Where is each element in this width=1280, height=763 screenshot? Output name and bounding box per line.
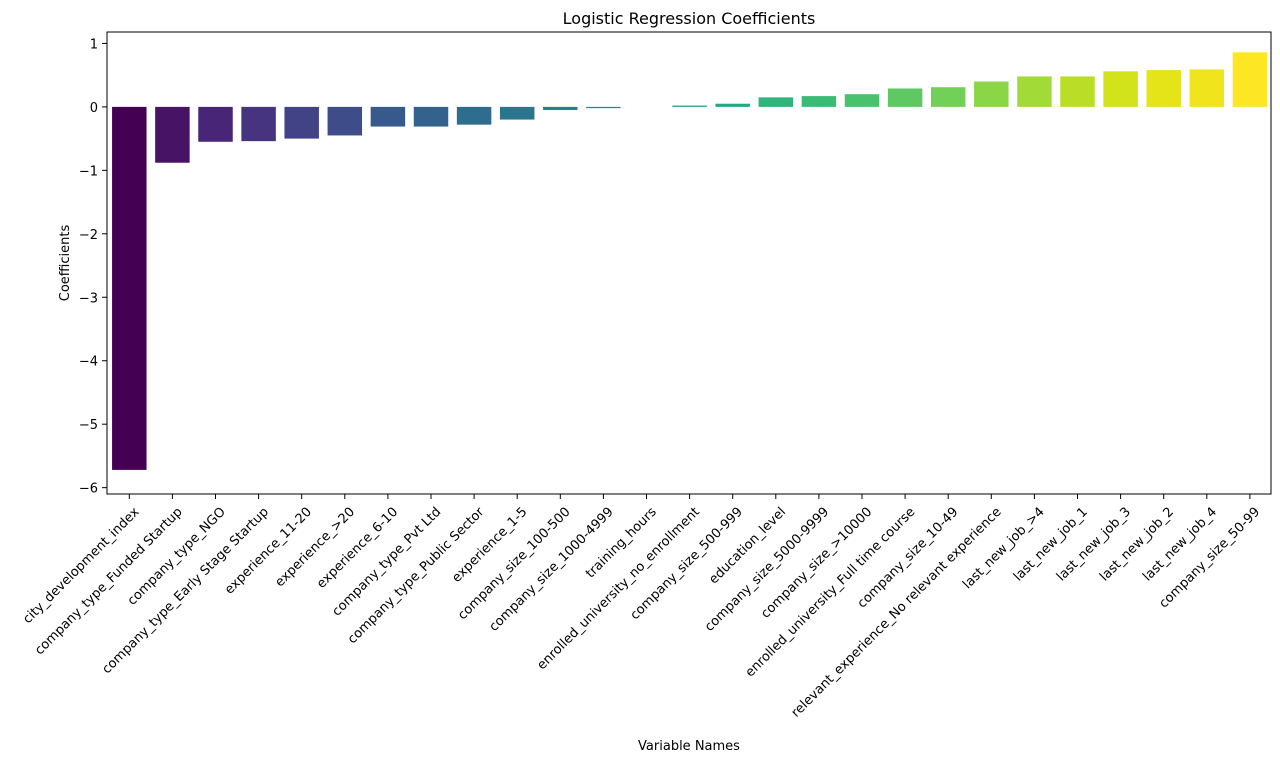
- bar: [758, 97, 794, 107]
- bar: [370, 106, 406, 127]
- bar: [586, 106, 621, 109]
- y-tick-label: −5: [79, 418, 98, 433]
- bar: [844, 94, 880, 107]
- x-tick-label: last_new_job_>4: [960, 505, 1048, 593]
- x-axis: city_development_indexcompany_type_Funde…: [20, 494, 1263, 721]
- bar: [1232, 52, 1268, 107]
- x-axis-title: Variable Names: [638, 739, 740, 754]
- x-tick-label: last_new_job_2: [1097, 505, 1177, 585]
- y-tick-label: −3: [79, 291, 98, 306]
- y-tick-label: −1: [79, 164, 98, 179]
- y-tick-label: −6: [79, 482, 98, 497]
- y-tick-label: 0: [90, 101, 98, 116]
- bar: [155, 106, 190, 163]
- y-axis: 1 0 −1 −2 −3 −4 −5 −6: [79, 37, 107, 497]
- x-tick-label: last_new_job_4: [1140, 505, 1220, 585]
- bar: [456, 106, 492, 125]
- x-tick-label: last_new_job_1: [1011, 505, 1091, 585]
- y-axis-title: Coefficients: [58, 225, 73, 302]
- bar: [715, 103, 750, 107]
- bar: [241, 106, 276, 142]
- x-tick-label: last_new_job_3: [1054, 505, 1134, 585]
- bar: [1189, 69, 1225, 107]
- bar: [1060, 76, 1095, 107]
- bar: [1146, 70, 1181, 107]
- y-tick-label: −4: [79, 355, 98, 370]
- y-tick-label: −2: [79, 228, 98, 243]
- y-tick-label: 1: [90, 37, 98, 52]
- bars-layer: [112, 52, 1268, 470]
- plot-frame: [106, 31, 1272, 495]
- bar: [112, 106, 147, 470]
- bar: [672, 105, 707, 107]
- bar: [198, 106, 233, 142]
- chart-title: Logistic Regression Coefficients: [563, 9, 816, 28]
- x-tick-label: experience_6-10: [314, 505, 401, 592]
- bar: [974, 81, 1009, 107]
- bar: [887, 88, 923, 107]
- bar: [1103, 71, 1138, 107]
- bar: [284, 106, 319, 139]
- bar: [1017, 76, 1052, 107]
- bar: [499, 106, 535, 120]
- x-tick-label: education_level: [706, 505, 789, 588]
- x-tick-label: enrolled_university_no_enrollment: [534, 505, 702, 673]
- bar: [543, 106, 578, 111]
- x-tick-label: experience_>20: [273, 505, 359, 591]
- bar: [413, 106, 449, 127]
- bar: [327, 106, 363, 136]
- x-tick-label: relevant_experience_No relevant experien…: [789, 505, 1005, 721]
- bar: [930, 87, 966, 107]
- x-tick-label: experience_1-5: [449, 505, 530, 586]
- bar: [801, 96, 837, 107]
